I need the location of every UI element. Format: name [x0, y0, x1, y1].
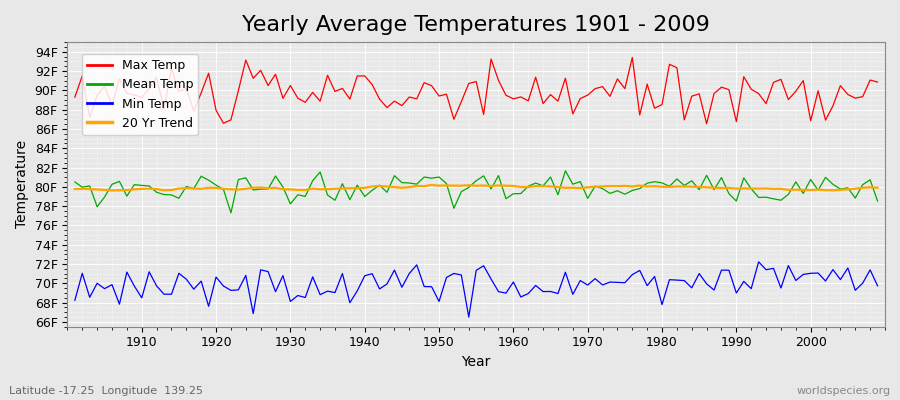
Min Temp	[516, 294, 526, 299]
Y-axis label: Temperature: Temperature	[15, 140, 29, 228]
Mean Temp	[129, 182, 140, 187]
Max Temp	[701, 121, 712, 126]
Max Temp	[627, 55, 638, 60]
Line: 20 Yr Trend: 20 Yr Trend	[75, 185, 878, 190]
Min Temp	[753, 260, 764, 264]
Min Temp	[605, 280, 616, 284]
20 Yr Trend	[427, 182, 437, 187]
Min Temp	[508, 280, 518, 284]
20 Yr Trend	[300, 188, 310, 192]
Title: Yearly Average Temperatures 1901 - 2009: Yearly Average Temperatures 1901 - 2009	[242, 15, 710, 35]
Min Temp	[872, 284, 883, 288]
20 Yr Trend	[516, 184, 526, 189]
Max Temp	[598, 84, 608, 89]
Mean Temp	[612, 188, 623, 193]
X-axis label: Year: Year	[462, 355, 490, 369]
Mean Temp	[560, 168, 571, 173]
Min Temp	[337, 271, 347, 276]
Max Temp	[129, 92, 140, 97]
Mean Temp	[226, 210, 237, 215]
20 Yr Trend	[345, 186, 356, 191]
Max Temp	[872, 80, 883, 84]
Line: Mean Temp: Mean Temp	[75, 171, 878, 213]
Max Temp	[508, 96, 518, 101]
20 Yr Trend	[523, 185, 534, 190]
Legend: Max Temp, Mean Temp, Min Temp, 20 Yr Trend: Max Temp, Mean Temp, Min Temp, 20 Yr Tre…	[82, 54, 198, 135]
Text: worldspecies.org: worldspecies.org	[796, 386, 891, 396]
Max Temp	[337, 86, 347, 91]
Mean Temp	[516, 191, 526, 196]
Mean Temp	[300, 194, 310, 199]
Min Temp	[129, 284, 140, 288]
Mean Temp	[69, 180, 80, 184]
20 Yr Trend	[872, 185, 883, 190]
Min Temp	[292, 293, 303, 298]
Min Temp	[464, 315, 474, 320]
20 Yr Trend	[612, 184, 623, 188]
Max Temp	[69, 95, 80, 100]
Max Temp	[500, 93, 511, 98]
20 Yr Trend	[69, 187, 80, 192]
Max Temp	[292, 96, 303, 101]
20 Yr Trend	[136, 186, 147, 191]
20 Yr Trend	[106, 188, 117, 193]
Mean Temp	[872, 199, 883, 204]
Line: Min Temp: Min Temp	[75, 262, 878, 317]
Mean Temp	[345, 197, 356, 202]
Line: Max Temp: Max Temp	[75, 58, 878, 124]
Mean Temp	[508, 191, 518, 196]
Text: Latitude -17.25  Longitude  139.25: Latitude -17.25 Longitude 139.25	[9, 386, 203, 396]
Min Temp	[69, 298, 80, 303]
